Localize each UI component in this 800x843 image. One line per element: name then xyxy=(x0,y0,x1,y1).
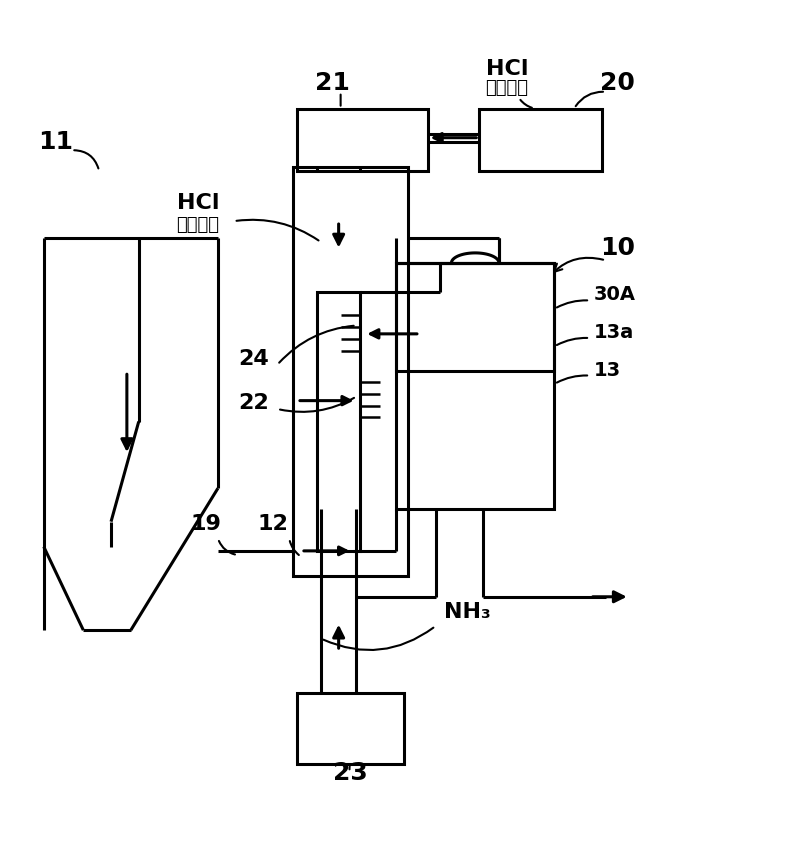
Text: （液体）: （液体） xyxy=(486,79,528,98)
Text: （气体）: （气体） xyxy=(177,216,220,234)
Text: 22: 22 xyxy=(238,393,269,413)
Text: 10: 10 xyxy=(600,235,635,260)
Text: 13a: 13a xyxy=(594,323,634,342)
Bar xyxy=(396,263,554,372)
Bar xyxy=(297,693,404,764)
Bar xyxy=(317,293,361,550)
Text: 19: 19 xyxy=(190,514,222,534)
Text: NH₃: NH₃ xyxy=(443,602,490,621)
Bar xyxy=(479,109,602,171)
Text: HCl: HCl xyxy=(177,193,219,212)
Bar xyxy=(396,263,554,509)
Text: 11: 11 xyxy=(38,130,73,154)
Text: 23: 23 xyxy=(333,761,367,786)
Text: 13: 13 xyxy=(594,361,621,379)
Text: 24: 24 xyxy=(238,349,269,368)
Bar xyxy=(297,109,428,171)
Bar xyxy=(293,167,408,576)
Text: 30A: 30A xyxy=(594,286,636,304)
Text: 12: 12 xyxy=(258,514,289,534)
Text: 20: 20 xyxy=(600,72,635,95)
Text: 21: 21 xyxy=(315,72,350,95)
Text: HCl: HCl xyxy=(486,59,528,79)
